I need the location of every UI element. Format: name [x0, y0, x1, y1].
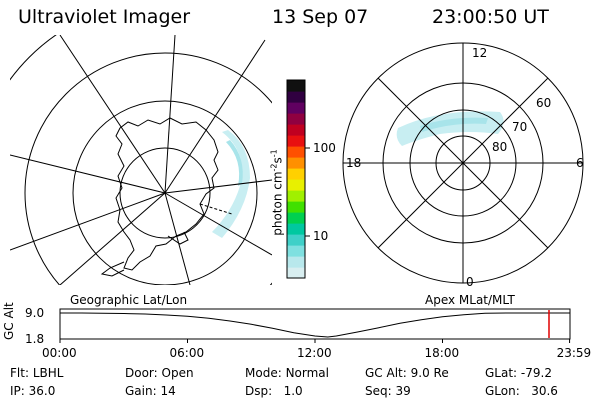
antarctica-outline — [115, 117, 219, 271]
seq-status: Seq: 39 — [365, 384, 411, 398]
altitude-x-tick-label: 06:00 — [169, 346, 205, 360]
gc-alt-status: GC Alt: 9.0 Re — [365, 366, 449, 380]
altitude-x-tick-label: 23:59 — [556, 346, 592, 360]
geo-lon-line — [164, 35, 176, 194]
altitude-tick-bottom: 1.8 — [25, 332, 45, 346]
colorbar-step — [287, 113, 305, 125]
mlt-label-0: 0 — [466, 275, 474, 289]
altitude-axis-label: GC Alt — [2, 302, 16, 340]
mlat-label-80: 80 — [492, 140, 508, 154]
colorbar-step — [287, 168, 305, 180]
geo-lon-line — [164, 192, 191, 285]
colorbar-step — [287, 146, 305, 158]
mlt-label-6: 6 — [576, 156, 584, 170]
altitude-tick-top: 9.0 — [25, 306, 45, 320]
geo-auroral-emission — [212, 130, 250, 238]
mlt-label-18: 18 — [346, 156, 362, 170]
mlt-map-label: Apex MLat/MLT — [425, 293, 515, 307]
observation-time: 23:00:50 UT — [432, 6, 549, 28]
colorbar-step — [287, 234, 305, 246]
colorbar-step — [287, 212, 305, 224]
geo-lon-line — [59, 35, 166, 194]
door-status: Door: Open — [125, 366, 194, 380]
colorbar-steps — [287, 80, 305, 279]
geo-lon-line — [164, 179, 272, 194]
geo-lon-line — [59, 192, 166, 285]
mode-status: Mode: Normal — [245, 366, 329, 380]
colorbar-label-100: 100 — [313, 141, 336, 155]
colorbar-step — [287, 190, 305, 202]
altitude-x-ticks — [59, 339, 571, 343]
colorbar-step — [287, 179, 305, 191]
altitude-x-tick-label: 12:00 — [297, 346, 332, 360]
geo-map-label: Geographic Lat/Lon — [70, 293, 188, 307]
colorbar-step — [287, 256, 305, 268]
altitude-x-tick-label: 18:00 — [424, 346, 460, 360]
filter-status: Flt: LBHL — [10, 366, 64, 380]
observation-date: 13 Sep 07 — [272, 6, 369, 28]
geo-lat-circle — [24, 52, 272, 285]
geo-lon-line — [10, 192, 166, 251]
mlat-label-70: 70 — [512, 120, 528, 134]
gain-status: Gain: 14 — [125, 384, 176, 398]
geo-lon-line — [10, 154, 166, 194]
instrument-title: Ultraviolet Imager — [18, 6, 191, 28]
altitude-x-tick-label: 00:00 — [42, 346, 77, 360]
colorbar-step — [287, 80, 305, 92]
mlt-label-12: 12 — [472, 46, 488, 60]
glat-status: GLat: -79.2 — [485, 366, 552, 380]
colorbar-step — [287, 245, 305, 257]
geo-lat-circle — [72, 100, 258, 285]
colorbar-step — [287, 157, 305, 169]
colorbar-step — [287, 102, 305, 114]
geo-lon-line — [164, 192, 272, 256]
geo-lon-line — [164, 39, 266, 194]
geo-lat-circle — [119, 147, 211, 239]
colorbar-step — [287, 267, 305, 279]
colorbar-step — [287, 91, 305, 103]
glon-status: GLon: 30.6 — [485, 384, 558, 398]
altitude-series-line — [60, 312, 570, 338]
ip-status: IP: 36.0 — [10, 384, 56, 398]
colorbar-step — [287, 124, 305, 136]
colorbar-label-10: 10 — [313, 229, 329, 243]
colorbar-step — [287, 223, 305, 235]
colorbar-step — [287, 135, 305, 147]
colorbar-step — [287, 201, 305, 213]
dsp-status: Dsp: 1.0 — [245, 384, 303, 398]
mlat-label-60: 60 — [536, 96, 552, 110]
